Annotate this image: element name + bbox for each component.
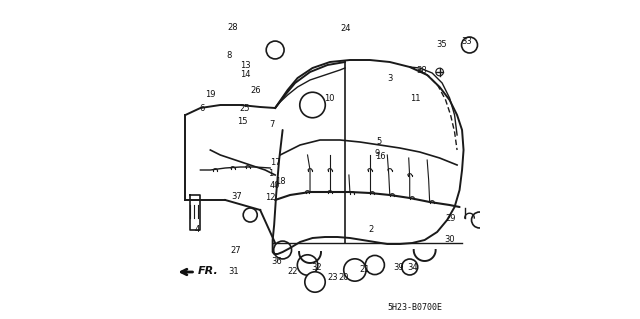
Text: 20: 20 (339, 273, 349, 282)
Circle shape (266, 41, 284, 59)
Text: 17: 17 (270, 158, 281, 167)
Circle shape (528, 71, 536, 79)
Text: 7: 7 (269, 120, 275, 129)
Text: 5: 5 (376, 137, 381, 146)
Text: 40: 40 (270, 181, 280, 189)
Circle shape (344, 259, 366, 281)
Text: 18: 18 (275, 177, 285, 186)
Text: 23: 23 (328, 273, 338, 282)
Text: 9: 9 (375, 149, 380, 158)
Text: 36: 36 (271, 257, 282, 266)
Text: 3: 3 (387, 74, 393, 83)
Circle shape (300, 92, 325, 118)
Text: 34: 34 (407, 263, 418, 272)
Circle shape (565, 68, 573, 76)
Text: 19: 19 (205, 90, 215, 99)
Text: 30: 30 (444, 235, 454, 244)
Text: 25: 25 (240, 104, 250, 113)
Text: 14: 14 (240, 70, 250, 79)
Circle shape (274, 241, 292, 259)
Text: 4: 4 (195, 225, 200, 234)
Text: 10: 10 (324, 94, 335, 103)
Text: 35: 35 (436, 40, 447, 49)
Circle shape (298, 255, 317, 275)
Text: 15: 15 (237, 117, 247, 126)
Text: 12: 12 (266, 193, 276, 202)
Text: 37: 37 (232, 192, 243, 201)
Text: 16: 16 (375, 152, 386, 161)
Text: 39: 39 (393, 263, 403, 272)
Text: FR.: FR. (198, 266, 219, 276)
Text: 24: 24 (340, 24, 351, 33)
Text: 1: 1 (268, 169, 273, 178)
Circle shape (472, 212, 488, 228)
Text: 2: 2 (369, 225, 374, 234)
Text: 26: 26 (251, 86, 262, 95)
Text: 32: 32 (312, 263, 322, 272)
Text: 38: 38 (417, 66, 428, 75)
Text: 29: 29 (445, 214, 456, 223)
Text: 8: 8 (227, 51, 232, 60)
Text: 28: 28 (227, 23, 237, 32)
Circle shape (243, 208, 257, 222)
Circle shape (402, 259, 418, 275)
Circle shape (461, 37, 477, 53)
Text: 31: 31 (228, 267, 239, 276)
Text: 33: 33 (461, 37, 472, 46)
Circle shape (305, 272, 325, 292)
Text: 13: 13 (240, 61, 250, 70)
Circle shape (436, 68, 444, 76)
Circle shape (365, 256, 385, 275)
Text: 5H23-B0700E: 5H23-B0700E (387, 303, 442, 313)
Text: 27: 27 (230, 246, 241, 255)
Text: 21: 21 (360, 265, 370, 274)
Text: 11: 11 (410, 94, 421, 103)
Text: 6: 6 (199, 104, 205, 113)
Text: 22: 22 (287, 267, 298, 276)
